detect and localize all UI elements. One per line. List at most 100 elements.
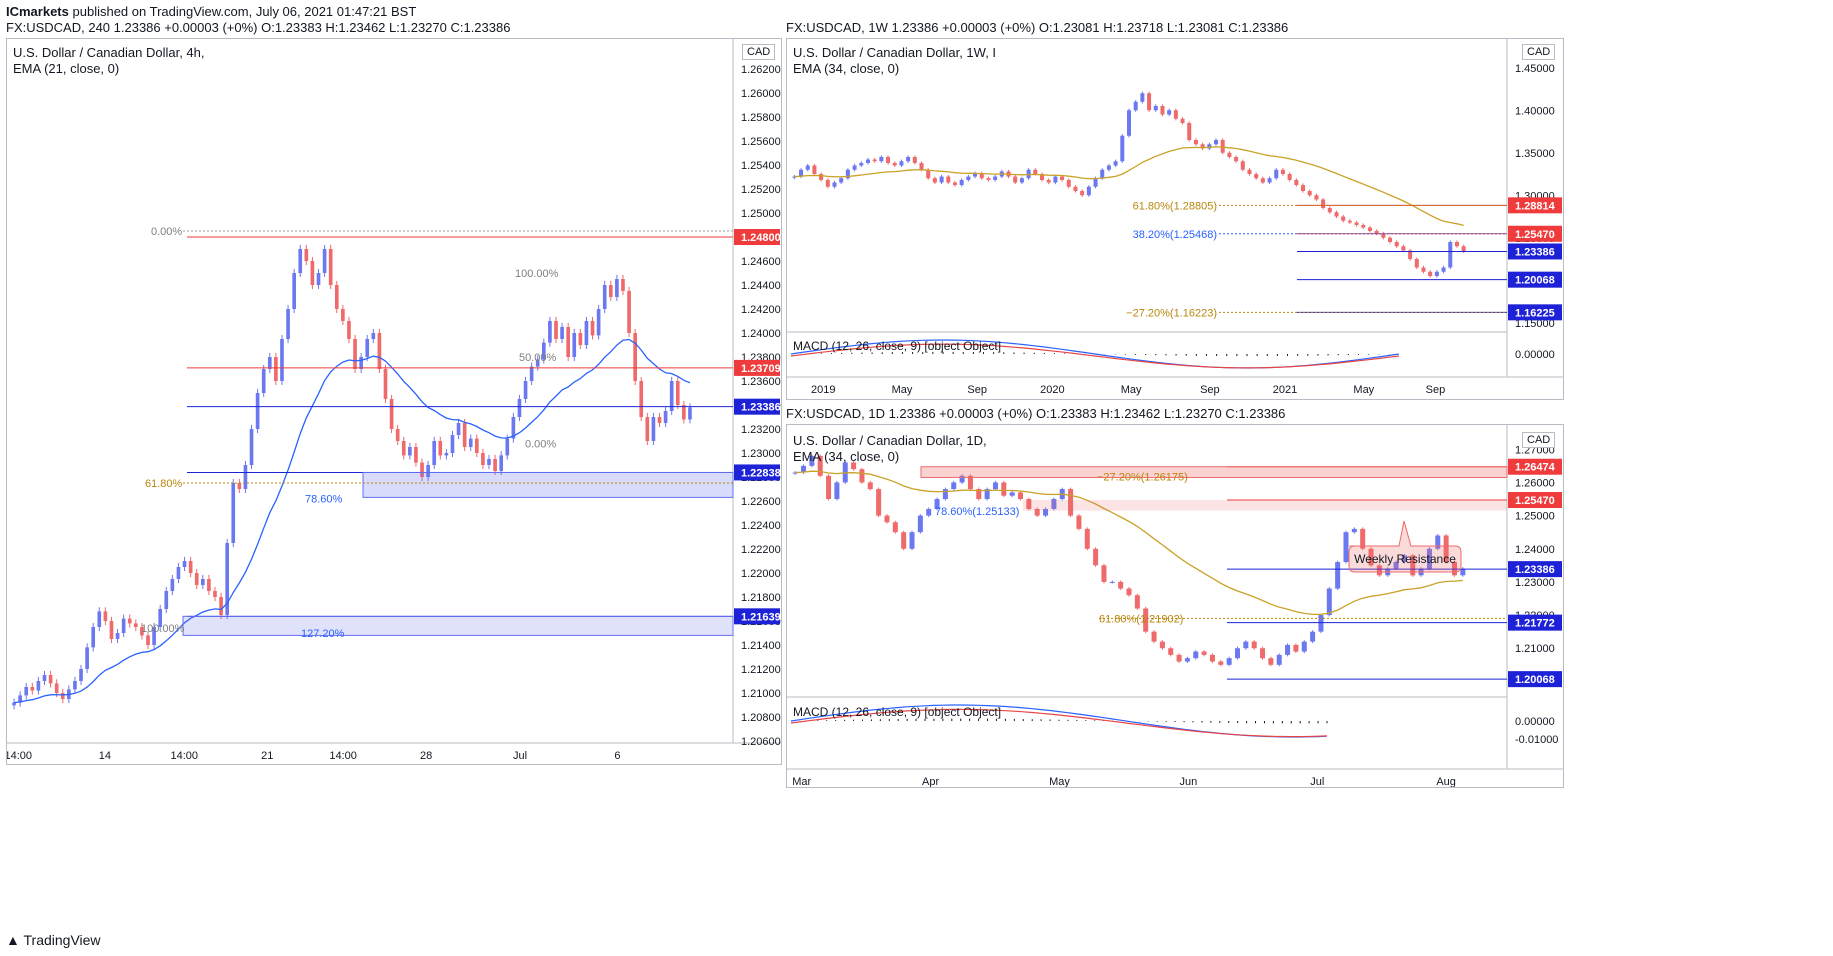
candle-body (986, 178, 991, 180)
candle-body (805, 165, 810, 170)
candle-body (1318, 615, 1324, 632)
tradingview-logo[interactable]: ▲ TradingView (6, 932, 101, 948)
candle-body (852, 165, 857, 170)
candle-body (347, 321, 351, 339)
y-tick-label: 1.21200 (741, 664, 781, 676)
ema-line (13, 338, 691, 704)
candle-body (1086, 186, 1091, 196)
candle-body (322, 249, 327, 273)
left-symbol-info: FX:USDCAD, 240 1.23386 +0.00003 (+0%) O:… (6, 20, 511, 35)
level-tag (1508, 492, 1562, 509)
tradingview-icon: ▲ (6, 932, 20, 948)
candle-body (377, 333, 382, 369)
candle-body (1448, 242, 1453, 268)
x-tick-label: Aug (1436, 776, 1456, 787)
candle-body (1460, 568, 1466, 576)
candle-body (1393, 562, 1399, 569)
fib-label: 78.60% (305, 494, 343, 506)
candle-body (682, 405, 686, 420)
candle-body (917, 515, 923, 533)
candle-body (1321, 199, 1326, 208)
candle-body (1360, 528, 1366, 549)
x-tick-label: 14:00 (329, 750, 357, 762)
candle-body (164, 591, 169, 609)
candle-body (1401, 246, 1406, 251)
candle-body (1068, 489, 1074, 516)
candle-body (1410, 555, 1416, 576)
candle-body (475, 438, 479, 453)
candle-body (859, 162, 864, 166)
y-tick-label: 1.24000 (741, 328, 781, 340)
level-label: 1.23386 (1515, 564, 1555, 576)
candle-body (280, 339, 284, 381)
candle-body (1251, 641, 1257, 649)
y-tick-label: 1.26000 (741, 88, 781, 100)
y-tick-label: 1.23000 (1515, 577, 1555, 589)
candle-body (826, 475, 832, 500)
candle-body (1435, 535, 1441, 549)
candle-body (1461, 246, 1466, 252)
candle-body (1234, 648, 1240, 659)
currency-badge[interactable]: CAD (1522, 44, 1556, 60)
candle-body (450, 435, 455, 453)
level-label: 1.28814 (1515, 200, 1556, 212)
candle-body (1367, 227, 1372, 231)
level-tag (734, 608, 780, 625)
right-top-symbol-info: FX:USDCAD, 1W 1.23386 +0.00003 (+0%) O:1… (786, 20, 1289, 35)
candle-body (1314, 195, 1319, 200)
candle-body (140, 627, 144, 636)
candle-body (1184, 658, 1190, 662)
macd-tick-label: 0.00000 (1515, 349, 1555, 361)
candle-body (615, 279, 619, 297)
level-tag (734, 464, 780, 481)
candle-body (481, 453, 485, 465)
candle-body (884, 515, 890, 523)
candle-body (1051, 499, 1057, 509)
x-tick-label: Jul (513, 750, 527, 762)
chart-1w-svg[interactable]: 1.450001.400001.350001.300001.250001.200… (787, 39, 1563, 399)
annotation-text: Weekly Resistance (1354, 552, 1456, 566)
candle-body (926, 169, 931, 179)
candle-body (951, 482, 957, 490)
candle-body (1421, 267, 1426, 272)
y-tick-label: 1.26000 (1515, 477, 1555, 489)
x-tick-label: Jun (1180, 776, 1198, 787)
candle-body (1294, 179, 1299, 186)
chart-4h-panel[interactable]: 1.20600 1.20800 1.21000 1.21200 1.21400 1.216… (4, 38, 782, 765)
candle-body (1140, 93, 1145, 102)
chart-1w-panel[interactable]: 1.450001.400001.350001.300001.250001.200… (786, 38, 1564, 400)
currency-badge[interactable]: CAD (1522, 432, 1556, 448)
level-tag (734, 398, 780, 415)
chart-4h-svg[interactable]: 1.20600 1.20800 1.21000 1.21200 1.21400 1.216… (4, 39, 781, 764)
fib-label: −27.20%(1.16223) (1126, 307, 1217, 319)
level-tag (1508, 671, 1562, 688)
x-tick-label: 21 (261, 750, 273, 762)
candle-body (426, 465, 430, 477)
candle-body (219, 597, 223, 615)
candle-body (602, 285, 607, 309)
candle-body (109, 621, 114, 639)
candle-body (1351, 528, 1357, 533)
candle-body (1254, 174, 1259, 179)
candle-body (97, 611, 102, 627)
candle-body (1434, 271, 1439, 276)
candle-body (892, 522, 898, 533)
x-tick-label: Mar (792, 776, 811, 787)
chart-1d-panel[interactable]: 1.270001.260001.250001.240001.230001.220… (786, 424, 1564, 788)
candle-body (255, 393, 260, 429)
level-tag (1508, 271, 1562, 288)
level-label: 1.21772 (1515, 618, 1555, 630)
signal-line (790, 343, 1400, 369)
candle-body (1180, 118, 1185, 123)
candle-body (1376, 565, 1382, 576)
candle-body (1093, 178, 1098, 187)
level-tag (734, 229, 780, 245)
candle-body (1227, 152, 1232, 157)
candle-body (511, 417, 516, 439)
x-tick-label: 6 (614, 750, 620, 762)
candle-body (231, 483, 236, 543)
chart-1d-svg[interactable]: 1.270001.260001.250001.240001.230001.220… (787, 425, 1563, 788)
currency-badge[interactable]: CAD (742, 44, 776, 60)
candle-body (1076, 515, 1082, 529)
candle-body (1133, 101, 1138, 111)
